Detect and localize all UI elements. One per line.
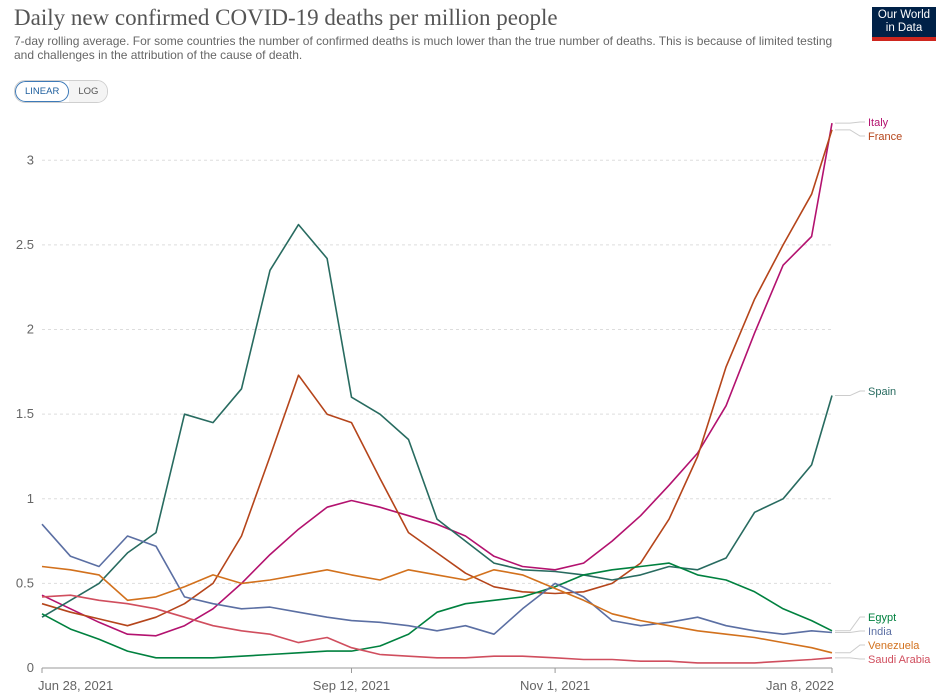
y-tick-label: 1 xyxy=(27,491,34,506)
scale-toggle: LINEAR LOG xyxy=(14,80,109,103)
series-line-france xyxy=(41,129,833,627)
x-tick-label: Jan 8, 2022 xyxy=(766,678,834,693)
legend-label-india: India xyxy=(868,626,893,638)
x-axis-ticks: Jun 28, 2021 Sep 12, 2021 Nov 1, 2021 Jan 8… xyxy=(38,668,834,693)
y-tick-label: 0.5 xyxy=(16,575,34,590)
legend-connector xyxy=(835,657,865,660)
legend: Italy France Spain Egypt India Venezuela Saudi… xyxy=(835,117,931,666)
legend-label-egypt: Egypt xyxy=(868,612,896,624)
logo-line1: Our World xyxy=(877,9,931,21)
y-tick-label: 0 xyxy=(27,660,34,675)
legend-connector xyxy=(835,616,865,632)
legend-connector xyxy=(835,390,865,397)
series-line-italy xyxy=(41,122,833,637)
linear-scale-button[interactable]: LINEAR xyxy=(15,81,70,102)
x-tick-label: Sep 12, 2021 xyxy=(313,678,390,693)
legend-label-france: France xyxy=(868,131,902,143)
y-tick-label: 2.5 xyxy=(16,237,34,252)
legend-connector xyxy=(835,121,865,124)
log-scale-button[interactable]: LOG xyxy=(69,81,108,102)
legend-connector xyxy=(835,630,865,633)
chart-subtitle: 7-day rolling average. For some countrie… xyxy=(14,34,833,62)
legend-label-venezuela: Venezuela xyxy=(868,640,920,652)
legend-connector xyxy=(835,644,865,654)
y-tick-label: 3 xyxy=(27,152,34,167)
legend-label-italy: Italy xyxy=(868,117,889,129)
y-tick-label: 2 xyxy=(27,322,34,337)
grid-lines xyxy=(42,159,832,669)
y-tick-label: 1.5 xyxy=(16,406,34,421)
logo-line2: in Data xyxy=(885,22,923,34)
series-line-egypt xyxy=(41,562,833,659)
legend-label-saudi-arabia: Saudi Arabia xyxy=(868,654,931,666)
legend-label-spain: Spain xyxy=(868,386,896,398)
x-tick-label: Nov 1, 2021 xyxy=(520,678,590,693)
series-lines xyxy=(41,122,833,664)
logo-underline xyxy=(872,37,936,41)
y-axis-ticks: 0 0.5 1 1.5 2 2.5 3 xyxy=(16,152,34,675)
series-line-saudi-arabia xyxy=(41,594,833,664)
x-tick-label: Jun 28, 2021 xyxy=(38,678,113,693)
chart-title: Daily new confirmed COVID-19 deaths per … xyxy=(14,5,558,30)
legend-connector xyxy=(835,129,865,137)
series-line-spain xyxy=(41,223,833,618)
owid-logo[interactable]: Our World in Data xyxy=(872,7,936,41)
series-line-venezuela xyxy=(41,565,833,654)
series-line-india xyxy=(41,523,833,636)
